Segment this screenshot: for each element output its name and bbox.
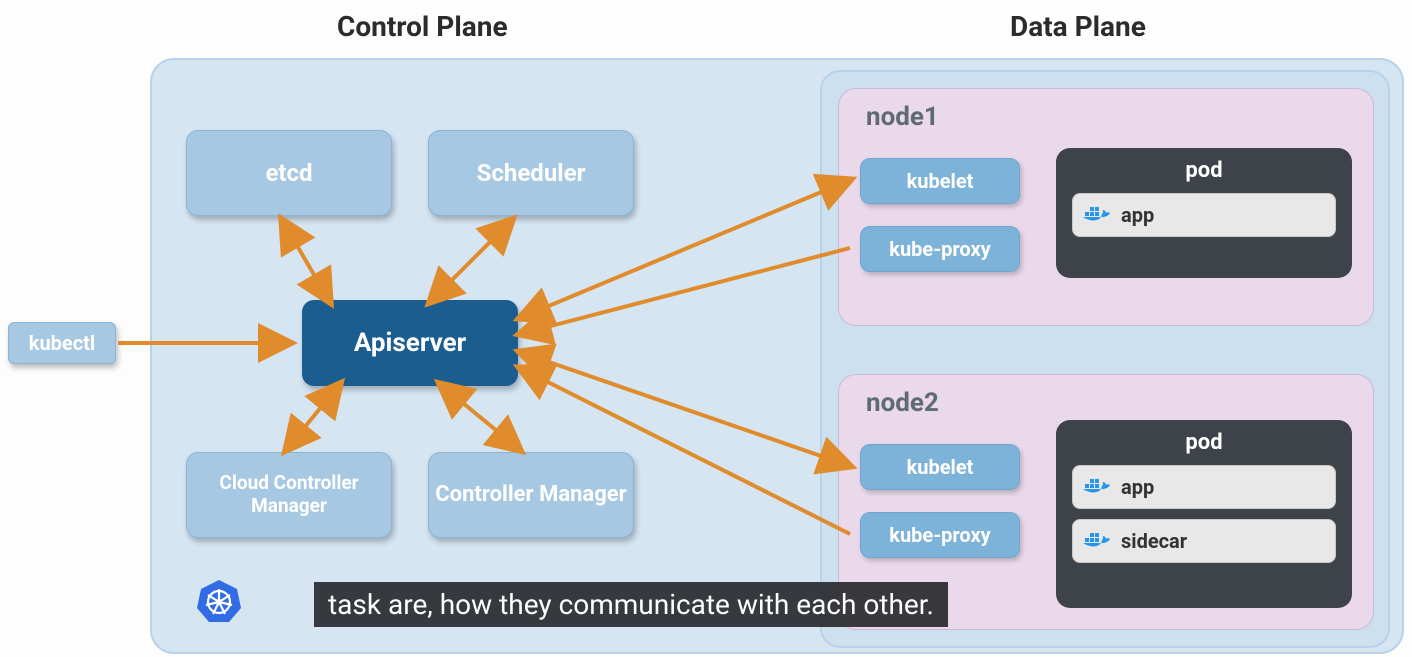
cm-label: Controller Manager xyxy=(435,482,626,508)
node1-kubeproxy-box: kube-proxy xyxy=(860,226,1020,272)
node1-kubeproxy-label: kube-proxy xyxy=(889,237,990,261)
etcd-label: etcd xyxy=(265,159,312,187)
kubernetes-logo-icon xyxy=(196,578,242,624)
node2-pod-panel: pod app sidecar xyxy=(1056,420,1352,608)
kubectl-label: kubectl xyxy=(29,331,95,355)
ccm-label: Cloud Controller Manager xyxy=(187,472,391,518)
data-plane-title: Data Plane xyxy=(1010,10,1146,43)
node2-container-sidecar-label: sidecar xyxy=(1121,529,1187,553)
node1-container-app-label: app xyxy=(1121,203,1154,227)
ccm-box: Cloud Controller Manager xyxy=(186,452,392,538)
node2-kubeproxy-box: kube-proxy xyxy=(860,512,1020,558)
scheduler-label: Scheduler xyxy=(477,159,586,187)
node2-title: node2 xyxy=(866,388,939,418)
node2-container-sidecar: sidecar xyxy=(1072,519,1336,563)
node1-kubelet-label: kubelet xyxy=(907,169,974,193)
node1-pod-panel: pod app xyxy=(1056,148,1352,278)
node2-container-app: app xyxy=(1072,465,1336,509)
node2-kubelet-label: kubelet xyxy=(907,455,974,479)
node2-kubeproxy-label: kube-proxy xyxy=(889,523,990,547)
node1-container-app: app xyxy=(1072,193,1336,237)
node1-kubelet-box: kubelet xyxy=(860,158,1020,204)
cm-box: Controller Manager xyxy=(428,452,634,538)
node1-title: node1 xyxy=(866,102,939,132)
node2-pod-title: pod xyxy=(1185,430,1222,455)
video-caption: task are, how they communicate with each… xyxy=(314,582,948,627)
node2-container-app-label: app xyxy=(1121,475,1154,499)
apiserver-label: Apiserver xyxy=(354,328,466,358)
kubectl-box: kubectl xyxy=(8,322,116,364)
node1-pod-title: pod xyxy=(1185,158,1222,183)
node2-kubelet-box: kubelet xyxy=(860,444,1020,490)
docker-icon xyxy=(1083,531,1111,551)
scheduler-box: Scheduler xyxy=(428,130,634,216)
control-plane-title: Control Plane xyxy=(337,10,508,43)
etcd-box: etcd xyxy=(186,130,392,216)
docker-icon xyxy=(1083,205,1111,225)
docker-icon xyxy=(1083,477,1111,497)
apiserver-box: Apiserver xyxy=(302,300,518,386)
